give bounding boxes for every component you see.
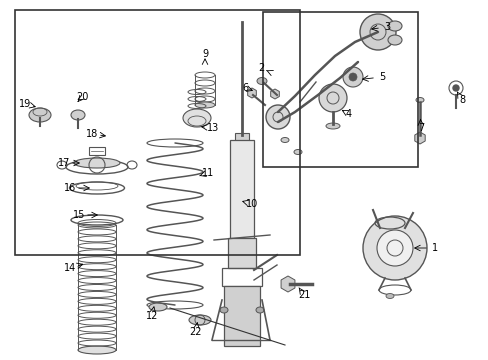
Text: 17: 17	[58, 158, 70, 168]
Circle shape	[359, 14, 395, 50]
Ellipse shape	[74, 158, 120, 168]
Bar	[222, 268, 262, 286]
Ellipse shape	[281, 138, 288, 143]
Circle shape	[342, 67, 362, 87]
Text: 14: 14	[64, 263, 76, 273]
Ellipse shape	[325, 123, 339, 129]
Text: 8: 8	[458, 95, 464, 105]
Text: 12: 12	[145, 311, 158, 321]
Text: 20: 20	[76, 92, 88, 102]
Ellipse shape	[385, 293, 393, 298]
Bar	[229, 140, 253, 240]
Ellipse shape	[256, 307, 264, 313]
Text: 9: 9	[202, 49, 207, 59]
Text: 1: 1	[431, 243, 437, 253]
Text: 18: 18	[86, 129, 98, 139]
Ellipse shape	[220, 307, 227, 313]
Circle shape	[318, 84, 346, 112]
Text: 22: 22	[189, 327, 202, 337]
Ellipse shape	[71, 110, 85, 120]
Text: 4: 4	[345, 109, 351, 119]
Text: 6: 6	[242, 83, 247, 93]
Bar	[15, 10, 299, 255]
Ellipse shape	[195, 102, 215, 108]
Circle shape	[362, 216, 426, 280]
Ellipse shape	[189, 315, 210, 325]
Bar	[89, 147, 105, 155]
Text: 21: 21	[297, 290, 309, 300]
Text: 5: 5	[378, 72, 385, 82]
Text: 7: 7	[417, 123, 423, 133]
Ellipse shape	[29, 108, 51, 122]
Bar	[263, 12, 417, 167]
Text: 19: 19	[19, 99, 31, 109]
Text: 13: 13	[206, 123, 219, 133]
Ellipse shape	[387, 35, 401, 45]
Text: 2: 2	[257, 63, 264, 73]
Text: 16: 16	[64, 183, 76, 193]
Text: 3: 3	[383, 22, 389, 32]
Bar	[224, 286, 260, 346]
Circle shape	[376, 230, 412, 266]
Text: 10: 10	[245, 199, 258, 209]
Ellipse shape	[257, 77, 266, 85]
Circle shape	[452, 85, 458, 91]
Circle shape	[265, 105, 289, 129]
Ellipse shape	[387, 21, 401, 31]
Circle shape	[348, 73, 356, 81]
Ellipse shape	[183, 109, 210, 127]
Ellipse shape	[78, 346, 116, 354]
Bar	[227, 238, 256, 268]
Ellipse shape	[149, 303, 167, 311]
Bar	[235, 133, 248, 141]
Ellipse shape	[415, 98, 423, 103]
Ellipse shape	[293, 149, 302, 154]
Text: 11: 11	[202, 168, 214, 178]
Text: 15: 15	[73, 210, 85, 220]
